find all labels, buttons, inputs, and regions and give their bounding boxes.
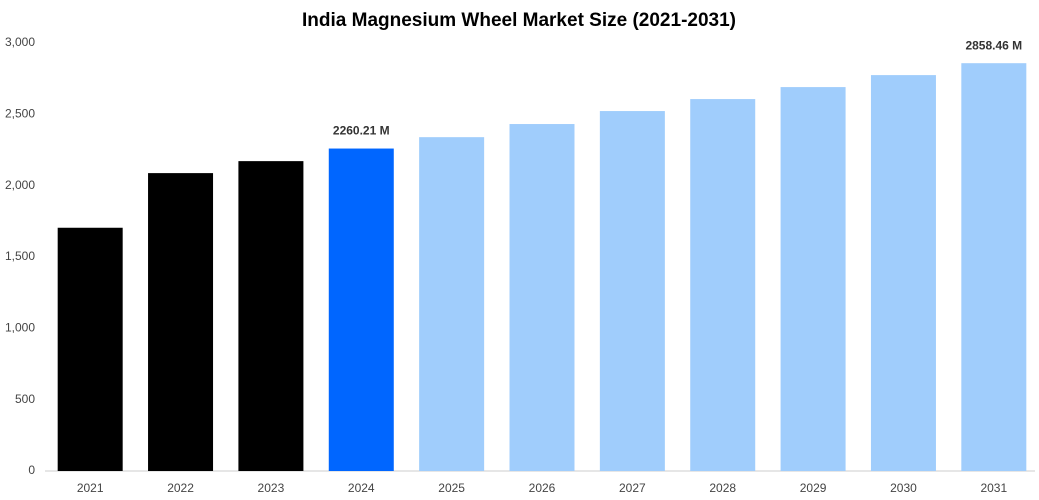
x-tick-label: 2025: [438, 481, 465, 495]
x-tick-label: 2022: [167, 481, 194, 495]
y-tick-label: 1,500: [5, 249, 35, 263]
value-label: 2858.46 M: [965, 38, 1022, 52]
x-tick-label: 2031: [980, 481, 1007, 495]
bar: [238, 161, 304, 472]
bar: [961, 63, 1027, 471]
x-tick-label: 2027: [619, 481, 646, 495]
y-tick-label: 1,000: [5, 321, 35, 335]
y-tick-label: 2,500: [5, 107, 35, 121]
x-tick-label: 2021: [77, 481, 104, 495]
bar: [419, 137, 485, 471]
x-tick-label: 2026: [529, 481, 556, 495]
bar: [599, 111, 665, 471]
bar: [780, 87, 846, 472]
y-tick-label: 2,000: [5, 178, 35, 192]
bar: [509, 124, 575, 471]
x-tick-label: 2030: [890, 481, 917, 495]
y-tick-label: 0: [28, 463, 35, 477]
value-label: 2260.21 M: [333, 124, 390, 138]
bar: [57, 227, 123, 471]
chart-title: India Magnesium Wheel Market Size (2021-…: [302, 10, 736, 31]
x-tick-label: 2028: [709, 481, 736, 495]
y-tick-label: 3,000: [5, 35, 35, 49]
bar: [328, 148, 394, 471]
bar: [148, 173, 214, 471]
y-tick-label: 500: [15, 392, 35, 406]
bar: [870, 75, 936, 471]
x-tick-label: 2024: [348, 481, 375, 495]
bar: [690, 99, 756, 472]
x-tick-label: 2023: [258, 481, 285, 495]
x-tick-label: 2029: [800, 481, 827, 495]
